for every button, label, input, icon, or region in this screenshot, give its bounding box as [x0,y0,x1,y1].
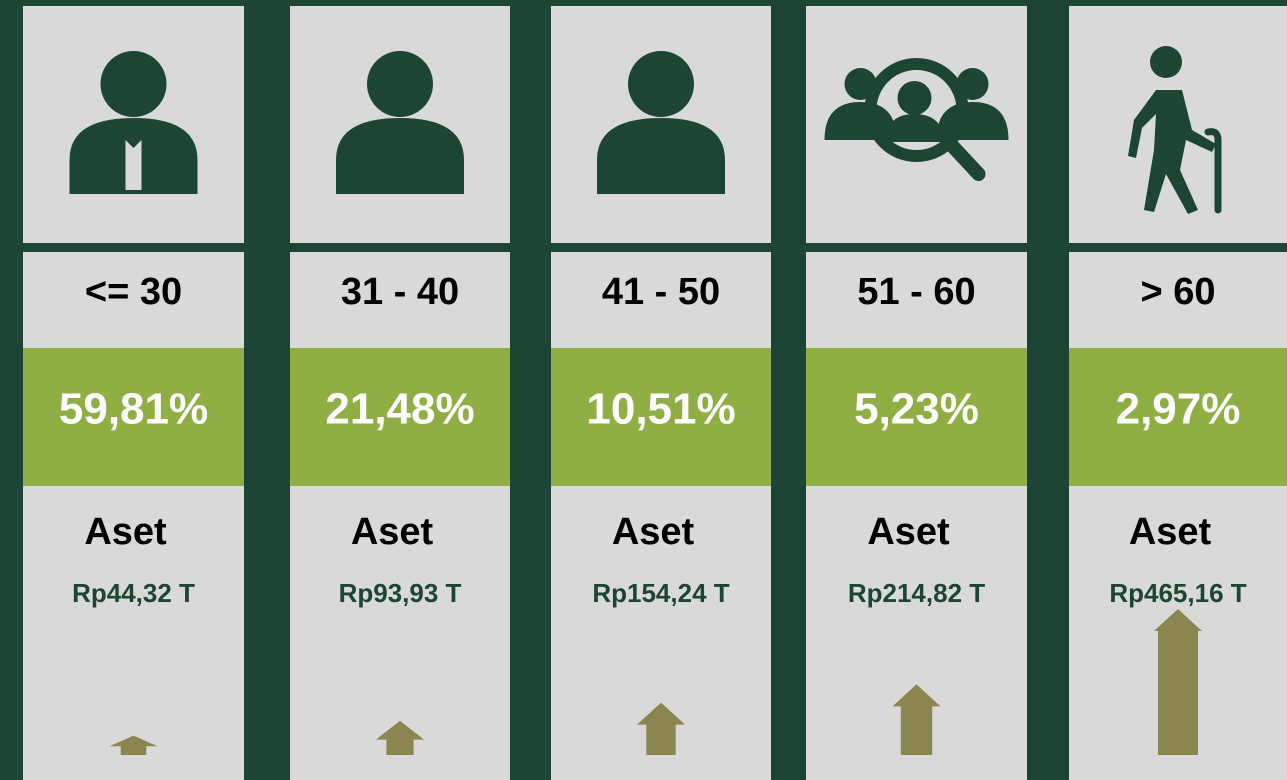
icon [1128,90,1216,214]
value-label: Rp465,16 T [1109,578,1246,608]
icon [367,51,433,117]
value-label: Rp154,24 T [592,578,729,608]
value-label: Rp44,32 T [72,578,195,608]
value-title: Aset [1129,511,1212,553]
share-band [1069,348,1287,486]
value-title: Aset [351,511,434,553]
icon [336,118,464,194]
value-title: Aset [84,511,167,553]
age-label: <= 30 [85,271,182,313]
share-label: 10,51% [586,385,735,434]
arrow [892,684,941,755]
arrow [1154,609,1202,755]
icon [100,51,167,117]
share-label: 21,48% [325,385,474,434]
icon [1204,128,1222,214]
value-title: Aset [867,511,950,553]
icon [125,140,142,190]
icon [628,51,694,117]
age-label: 41 - 50 [602,271,720,313]
arrow [637,702,685,755]
panel [290,252,510,780]
share-label: 5,23% [854,385,979,434]
value-title: Aset [612,511,695,553]
icon [884,114,945,142]
panel [551,252,771,780]
value-label: Rp93,93 T [339,578,462,608]
arrow [376,720,424,755]
icon [943,137,986,181]
share-band [806,348,1027,486]
arrow [109,735,158,755]
age-label: 31 - 40 [341,271,459,313]
share-band [551,348,771,486]
icon [597,118,725,194]
icon [1150,46,1182,78]
age-label: > 60 [1140,271,1215,313]
share-band [23,348,244,486]
share-label: 2,97% [1116,385,1241,434]
value-label: Rp214,82 T [848,578,985,608]
age-label: 51 - 60 [857,271,975,313]
share-band [290,348,510,486]
panel [23,252,244,780]
icon [897,81,932,115]
share-label: 59,81% [59,385,208,434]
icon [864,58,969,162]
